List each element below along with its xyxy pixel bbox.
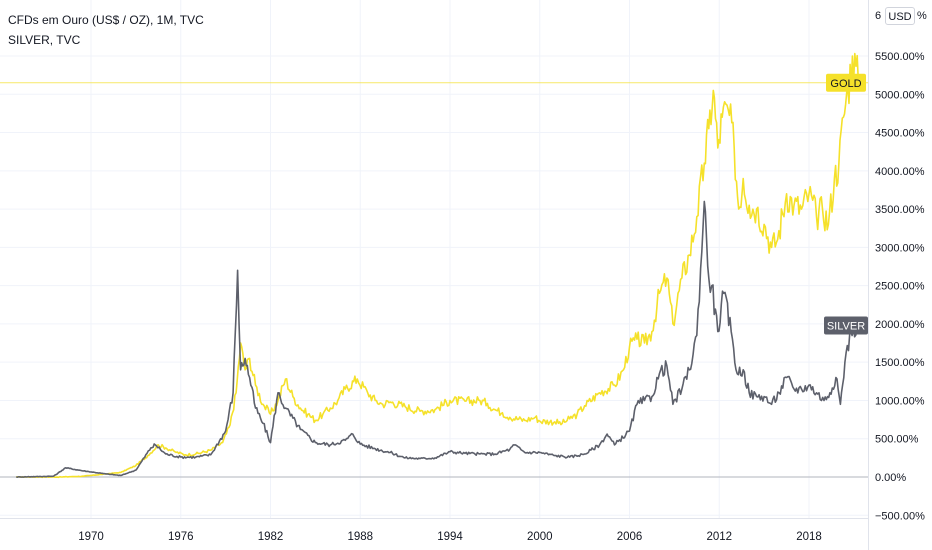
y-tick-label-top-suffix: % (917, 10, 927, 22)
x-tick-label: 2012 (706, 531, 732, 543)
y-tick-label: −500.00% (875, 510, 925, 522)
chart-legend: CFDs em Ouro (US$ / OZ), 1M, TVC SILVER,… (8, 10, 204, 50)
y-tick-label-top: 6 (875, 10, 881, 22)
y-tick-label: 3500.00% (875, 204, 925, 216)
x-tick-label: 2018 (796, 531, 822, 543)
series-layer (16, 52, 860, 479)
series-line-gold (16, 52, 860, 479)
x-tick-label: 2006 (617, 531, 643, 543)
series-tag-gold: GOLD (830, 78, 861, 90)
y-tick-label: 0.00% (875, 472, 906, 484)
y-tick-label: 5000.00% (875, 89, 925, 101)
y-tick-label: 1000.00% (875, 395, 925, 407)
series-tag-gold-bg (826, 73, 866, 92)
y-tick-label: 1500.00% (875, 357, 925, 369)
x-tick-label: 1988 (347, 531, 373, 543)
y-tick-label: 3000.00% (875, 242, 925, 254)
x-tick-label: 1976 (168, 531, 194, 543)
legend-compare-series[interactable]: SILVER, TVC (8, 33, 81, 47)
y-tick-label: 2500.00% (875, 281, 925, 293)
x-tick-label: 1970 (78, 531, 104, 543)
x-tick-label: 2000 (527, 531, 553, 543)
x-tick-label: 1982 (258, 531, 284, 543)
y-tick-label: 4000.00% (875, 166, 925, 178)
series-tag-silver-bg (824, 316, 868, 335)
series-tag-silver: SILVER (827, 320, 865, 332)
y-tick-label: 2000.00% (875, 319, 925, 331)
y-tick-label: 500.00% (875, 434, 919, 446)
x-tick-label: 1994 (437, 531, 463, 543)
y-tick-label: 5500.00% (875, 51, 925, 63)
legend-main-series[interactable]: CFDs em Ouro (US$ / OZ), 1M, TVC (8, 13, 204, 27)
y-tick-label: 4500.00% (875, 128, 925, 140)
currency-button[interactable]: USD (885, 7, 915, 25)
series-line-silver (16, 200, 860, 478)
tag-layer: GOLD SILVER (824, 73, 868, 335)
grid-layer (0, 0, 868, 518)
